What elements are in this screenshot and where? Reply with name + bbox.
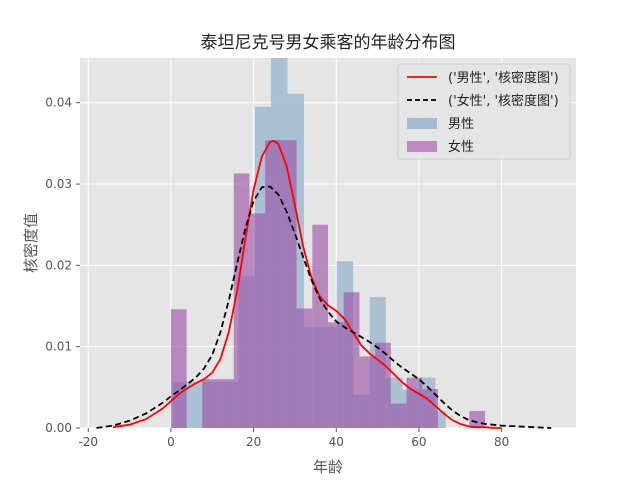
legend-label: 女性 <box>448 139 474 155</box>
histogram-bar <box>375 342 391 428</box>
histogram-bar <box>390 403 407 428</box>
histogram-bar <box>189 381 206 428</box>
histogram-bar <box>280 140 297 428</box>
male-kde-line <box>112 139 502 429</box>
x-axis-label: 年龄 <box>313 458 343 476</box>
y-tick-label: 0.04 <box>45 96 72 110</box>
y-tick-label: 0.02 <box>45 258 72 272</box>
x-tick-label: 60 <box>411 435 426 449</box>
y-tick-label: 0.01 <box>45 340 72 354</box>
histogram-bar <box>359 356 376 428</box>
legend-label: ('女性', '核密度图') <box>448 93 559 109</box>
kde-curves <box>96 139 552 429</box>
y-tick-label: 0.00 <box>45 421 72 435</box>
x-tick-label: 40 <box>329 435 344 449</box>
histogram-bar <box>435 410 446 428</box>
legend-label: 男性 <box>448 117 474 132</box>
histogram-bar <box>296 308 313 428</box>
x-tick-label: 20 <box>246 435 261 449</box>
legend-patch-swatch <box>407 141 437 152</box>
x-tick-label: 80 <box>494 435 509 449</box>
histogram-bar <box>328 322 344 428</box>
histogram-bar <box>170 309 187 428</box>
y-axis-ticks: 0.00 0.01 0.02 0.03 0.04 <box>45 96 80 435</box>
chart-title: 泰坦尼克号男女乘客的年龄分布图 <box>201 33 456 53</box>
histogram-bar <box>343 292 360 428</box>
histogram-bar <box>406 377 423 428</box>
histogram-bar <box>249 213 266 428</box>
y-axis-label: 核密度值 <box>22 213 40 273</box>
histogram-bar <box>233 173 250 428</box>
histogram-bar <box>469 410 486 428</box>
histogram-bar <box>202 379 219 428</box>
female-kde-line <box>96 185 552 429</box>
histogram-bar <box>312 224 328 428</box>
legend-label: ('男性', '核密度图') <box>448 70 559 86</box>
legend-patch-swatch <box>407 118 437 129</box>
x-axis-ticks: -20 0 20 40 60 80 <box>78 428 509 449</box>
y-tick-label: 0.03 <box>45 177 72 191</box>
histogram-bar <box>265 140 281 428</box>
x-tick-label: -20 <box>78 435 98 449</box>
x-tick-label: 0 <box>167 435 175 449</box>
histogram-bar <box>218 379 234 428</box>
